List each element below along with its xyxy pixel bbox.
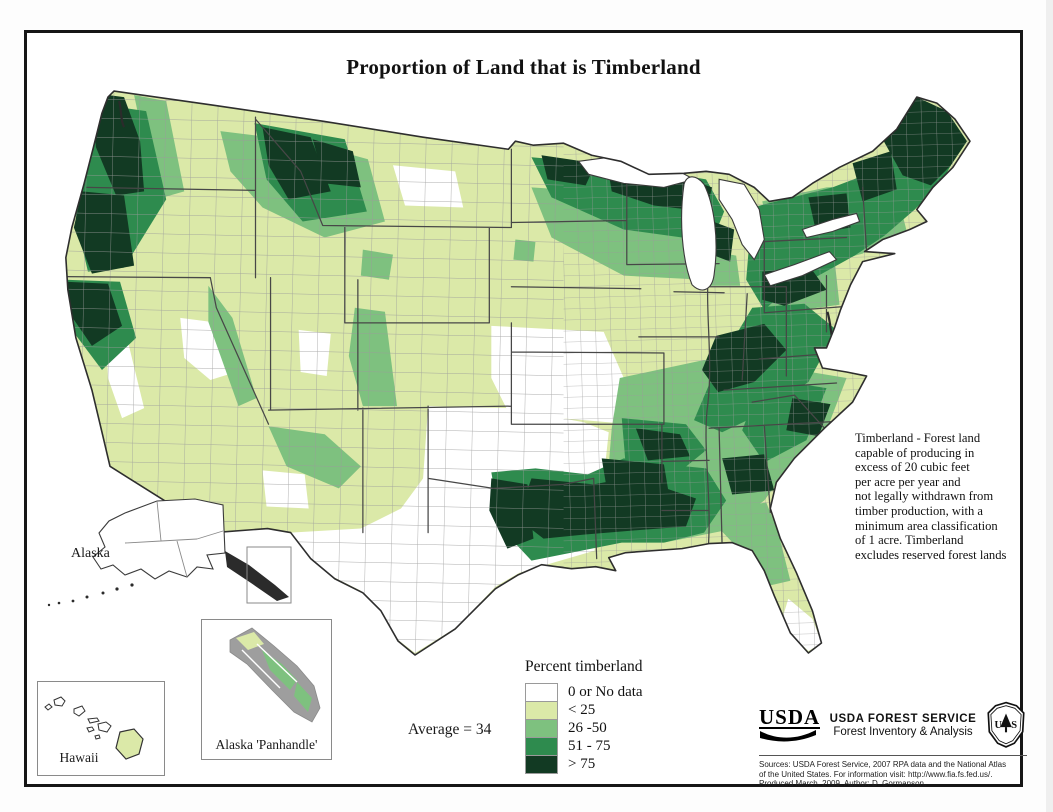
hawaii-inset: Hawaii <box>37 681 165 776</box>
legend-labels: 0 or No data < 25 26 -50 51 - 75 > 75 <box>568 683 643 774</box>
aleutian-islands <box>47 583 134 607</box>
panhandle-mid-patch-2 <box>294 682 312 712</box>
legend-swatch-no-data <box>526 684 557 702</box>
panhandle-mid-patch-1 <box>262 650 297 690</box>
forest-service-subtitle: Forest Inventory & Analysis <box>833 725 973 738</box>
alaska-outline <box>92 498 226 580</box>
hawaii-islands <box>44 696 112 740</box>
panhandle-label: Alaska 'Panhandle' <box>215 737 318 752</box>
usda-swoosh-icon <box>760 730 816 742</box>
state-borders <box>65 116 868 560</box>
legend-label: 26 -50 <box>568 720 607 736</box>
great-lakes <box>577 156 861 291</box>
us-map <box>61 79 1026 656</box>
legend-label: < 25 <box>568 702 596 718</box>
alaska-label: Alaska <box>71 546 110 561</box>
puget-sound <box>117 100 126 128</box>
panhandle-channels <box>241 643 301 719</box>
legend: Percent timberland 0 or No data < 25 26 … <box>525 658 755 774</box>
footer: USDA USDA FOREST SERVICE Forest Inventor… <box>759 701 1027 789</box>
alaska-panhandle-dark <box>225 551 289 601</box>
shield-letter-s: S <box>1011 720 1017 731</box>
legend-swatch-26-50 <box>526 720 557 738</box>
footer-divider <box>759 755 1027 756</box>
forest-service-title: USDA FOREST SERVICE <box>829 712 977 725</box>
legend-label: 51 - 75 <box>568 738 611 754</box>
map-frame: Proportion of Land that is Timberland <box>24 30 1027 788</box>
panhandle-low-patch <box>236 632 264 650</box>
legend-swatch-51-75 <box>526 738 557 756</box>
forest-service-shield-icon: U S <box>987 701 1025 748</box>
page-edge-strip <box>1046 0 1053 812</box>
legend-swatch-gt75 <box>526 756 557 773</box>
panhandle-inset: Alaska 'Panhandle' <box>201 619 332 760</box>
legend-label: > 75 <box>568 756 596 772</box>
usda-logo: USDA <box>759 707 821 743</box>
timberland-definition: Timberland - Forest land capable of prod… <box>855 431 1007 562</box>
us-map-svg <box>65 90 971 656</box>
panhandle-locator-box <box>246 546 292 604</box>
legend-swatch-lt25 <box>526 702 557 720</box>
map-title: Proportion of Land that is Timberland <box>346 55 701 79</box>
legend-swatches <box>525 683 558 774</box>
legend-title: Percent timberland <box>525 658 643 675</box>
usda-logo-text: USDA <box>759 705 821 729</box>
sources-text: Sources: USDA Forest Service, 2007 RPA d… <box>759 760 1007 788</box>
shield-letter-u: U <box>995 720 1003 731</box>
hawaii-big-island <box>115 728 144 760</box>
alaska-map <box>37 481 337 631</box>
hawaii-label: Hawaii <box>59 750 99 765</box>
alaska-borough-lines <box>124 500 224 578</box>
average-label: Average = 34 <box>408 721 492 738</box>
us-outline <box>65 90 971 656</box>
legend-label: 0 or No data <box>568 684 643 700</box>
